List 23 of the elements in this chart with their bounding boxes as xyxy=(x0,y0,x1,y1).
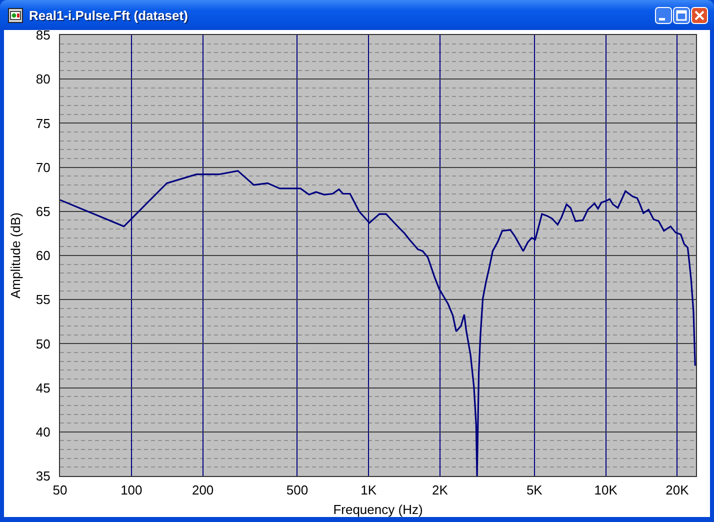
x-tick-label: 2K xyxy=(432,482,448,498)
y-tick-label: 45 xyxy=(36,380,50,396)
y-tick-label: 85 xyxy=(36,28,50,43)
y-tick-label: 55 xyxy=(36,292,50,308)
y-tick-label: 70 xyxy=(36,160,50,175)
x-tick-label: 100 xyxy=(120,482,142,498)
x-axis-title: Frequency (Hz) xyxy=(333,502,423,517)
y-tick-label: 35 xyxy=(36,468,50,484)
x-tick-label: 500 xyxy=(286,482,308,498)
y-tick-label: 75 xyxy=(36,116,50,131)
y-tick-label: 40 xyxy=(36,424,50,440)
chart-title: Real1-i.Pulse.Fft (dataset) xyxy=(29,8,188,23)
y-tick-label: 50 xyxy=(36,336,50,352)
x-tick-label: 10K xyxy=(594,482,618,498)
y-tick-label: 60 xyxy=(36,248,50,264)
x-tick-label: 200 xyxy=(192,482,214,498)
x-tick-label: 50 xyxy=(52,482,68,498)
x-tick-label: 20K xyxy=(666,482,690,498)
y-tick-label: 80 xyxy=(36,72,50,87)
y-axis-title: Amplitude (dB) xyxy=(8,212,23,298)
x-tick-label: 1K xyxy=(360,482,377,498)
y-tick-label: 65 xyxy=(36,204,50,219)
x-tick-label: 5K xyxy=(526,482,543,498)
